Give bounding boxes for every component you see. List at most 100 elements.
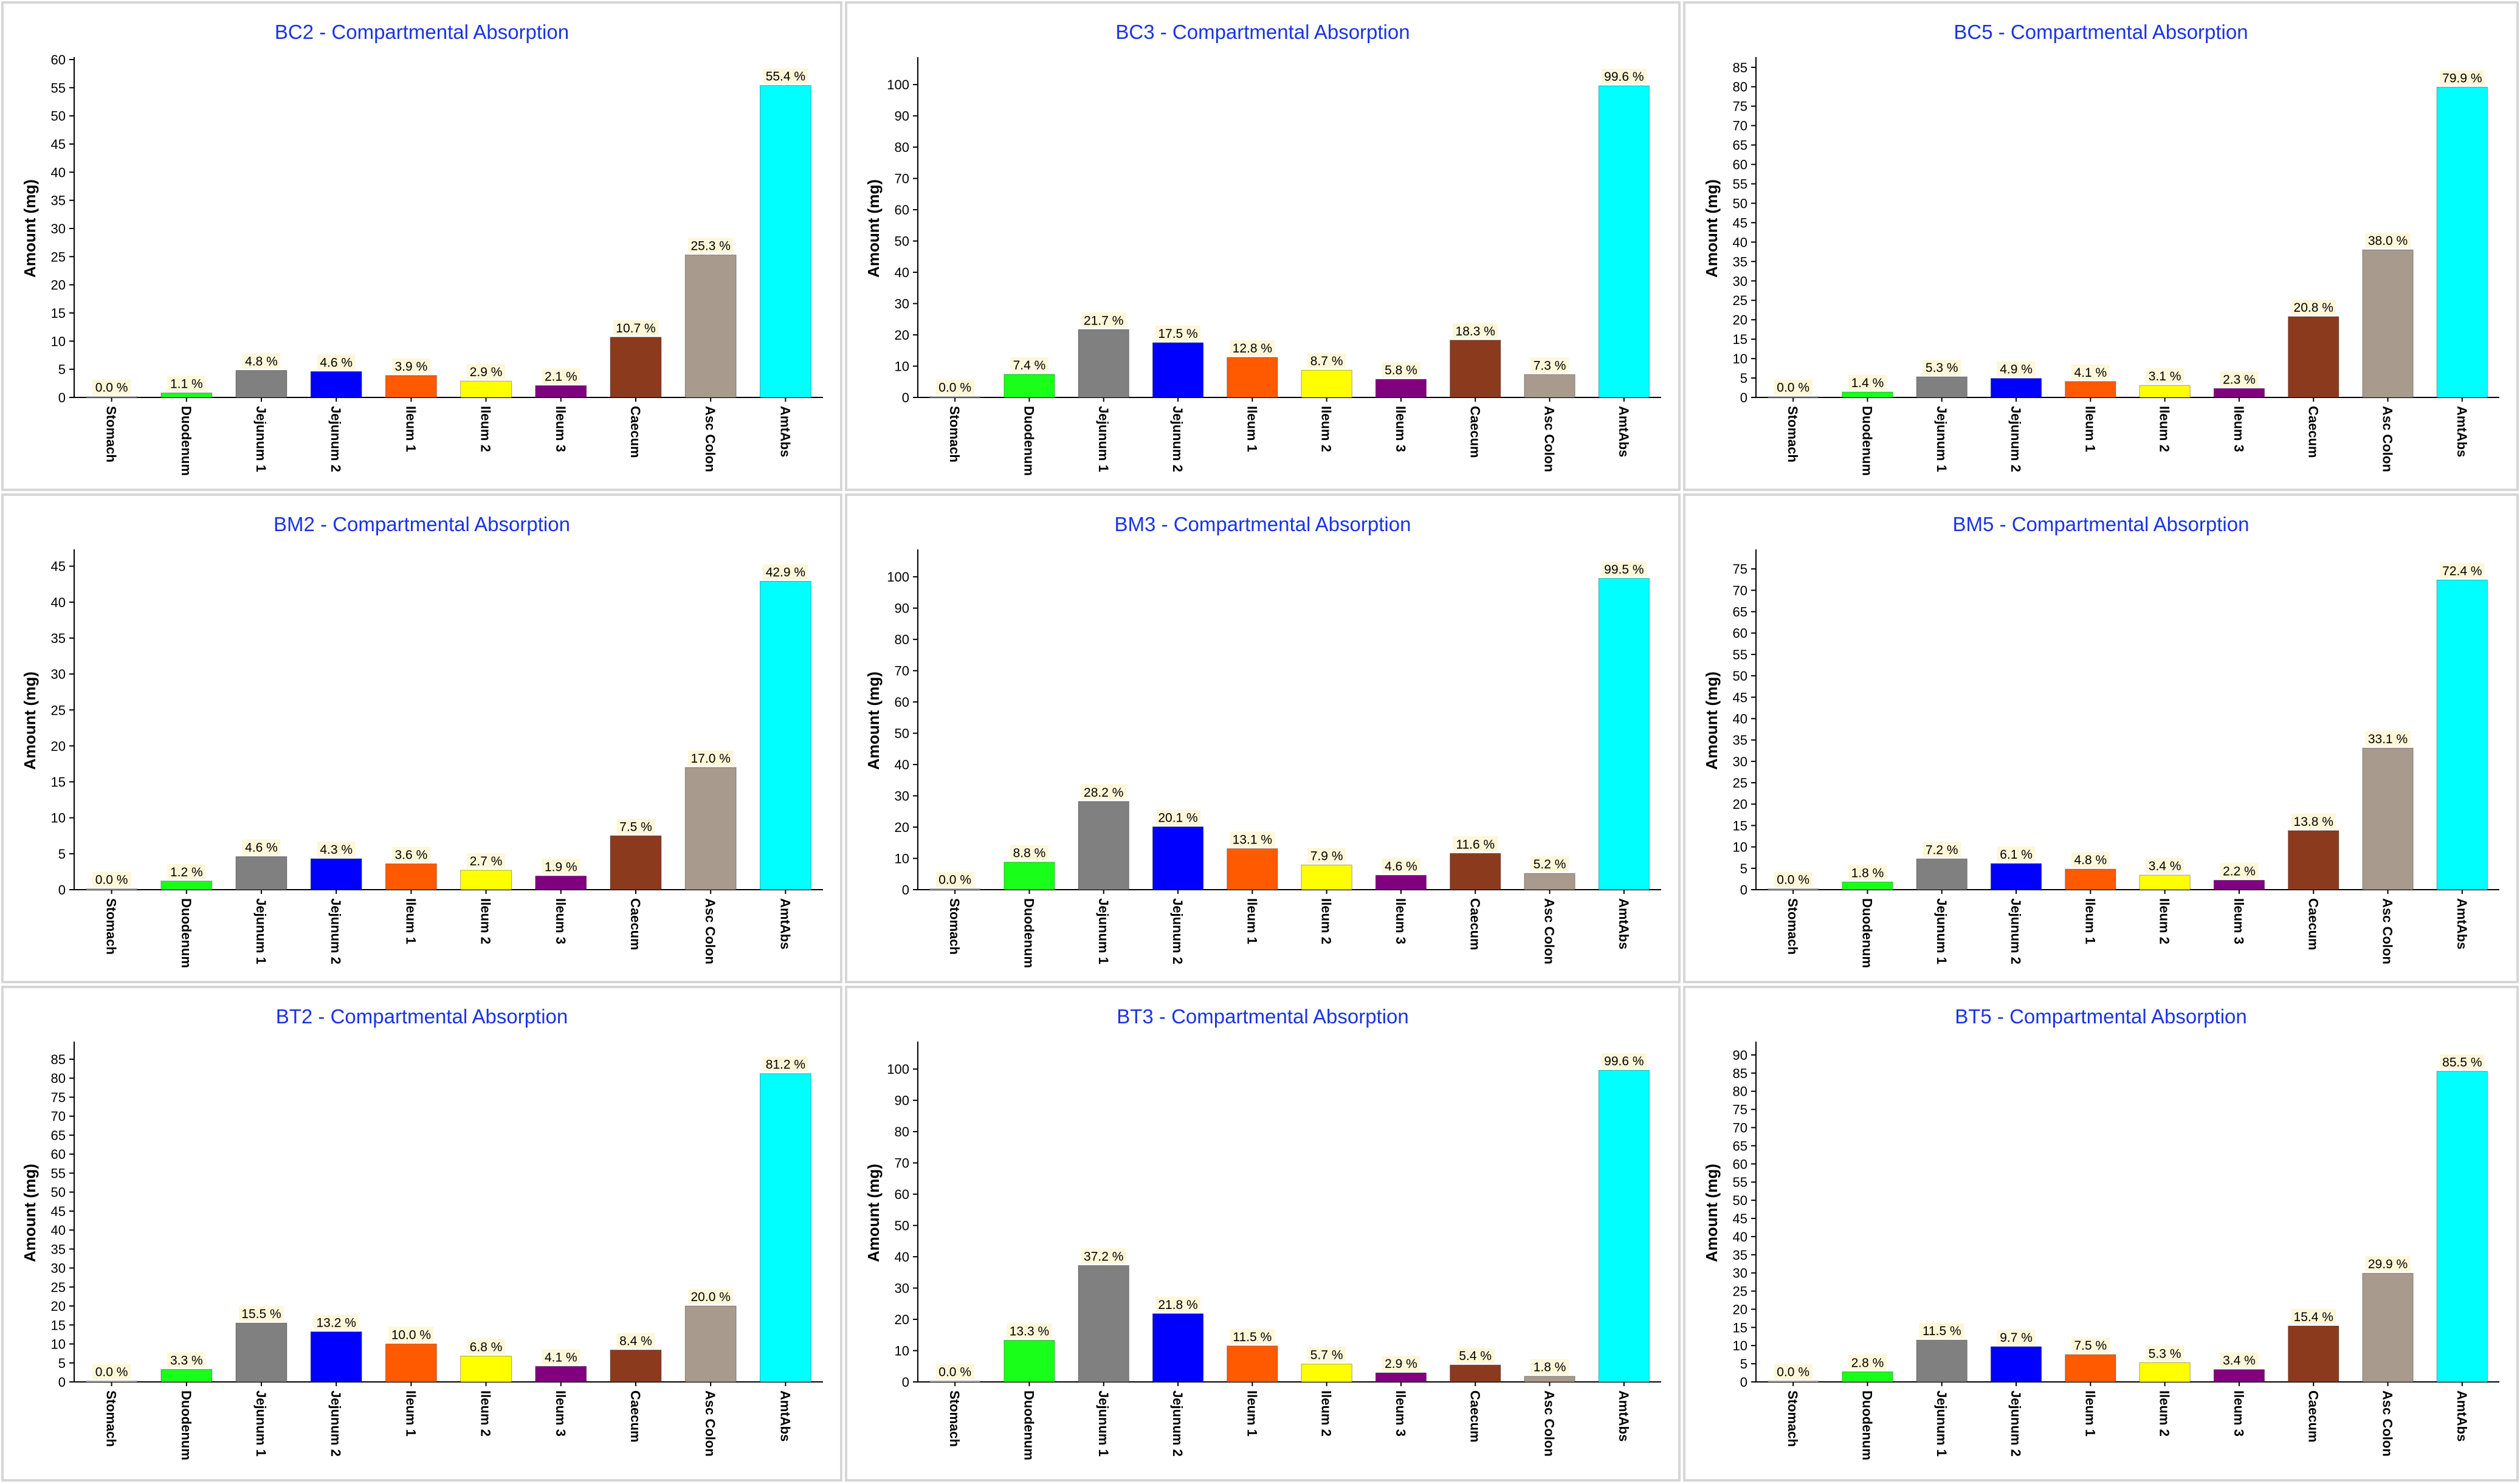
category-label: Caecum: [2305, 1390, 2321, 1443]
data-label: 21.7 %: [1084, 314, 1123, 328]
category-label: Jejunum 2: [328, 406, 343, 472]
y-tick-label: 50: [895, 234, 909, 249]
y-tick-label: 15: [1733, 332, 1747, 347]
category-label: Ileum 3: [553, 1390, 568, 1437]
data-label-bg: [2365, 1256, 2411, 1272]
y-tick-label: 85: [1733, 1066, 1747, 1081]
y-tick-label: 20: [895, 1312, 909, 1327]
chart-panel-bc5: BC5 - Compartmental Absorption Amount (mg…: [1683, 1, 2519, 491]
bar-caecum: [2288, 1325, 2339, 1383]
y-tick-label: 40: [51, 595, 66, 610]
data-label: 4.1 %: [545, 1350, 577, 1364]
category-label: Ileum 2: [2157, 898, 2172, 944]
category-label: AmtAbs: [1616, 1390, 1631, 1441]
category-label: Jejunum 1: [1096, 406, 1111, 472]
y-tick-label: 60: [51, 1147, 66, 1162]
category-label: AmtAbs: [777, 898, 793, 949]
y-tick-label: 10: [895, 851, 909, 867]
data-label-bg: [2291, 300, 2336, 315]
data-label-bg: [2146, 858, 2184, 874]
data-label: 85.5 %: [2442, 1056, 2482, 1070]
bar-ileum-1: [385, 375, 437, 398]
category-label: Caecum: [628, 898, 643, 950]
data-label: 37.2 %: [1084, 1249, 1123, 1263]
y-tick-label: 75: [1733, 1102, 1747, 1118]
y-tick-label: 30: [51, 1261, 66, 1276]
y-tick-label: 70: [1733, 583, 1747, 598]
bar-jejunum-2: [1152, 826, 1204, 890]
y-tick-label: 30: [895, 789, 909, 804]
bar-stomach: [929, 396, 981, 398]
data-label-bg: [239, 1306, 284, 1322]
y-tick-label: 20: [1733, 312, 1747, 328]
category-label: Asc Colon: [2380, 898, 2395, 964]
y-tick-label: 20: [51, 738, 66, 754]
chart-title: BM2 - Compartmental Absorption: [274, 513, 570, 535]
data-label-bg: [1848, 375, 1887, 391]
y-tick-label: 20: [1733, 797, 1747, 812]
bar-chart: Amount (mg) 0 5 10 15 20 25 30 35 40 45 0.0 % Stomac…: [21, 549, 823, 968]
bar-amtabs: [2436, 579, 2488, 890]
bar-asc-colon: [1524, 1376, 1575, 1383]
category-label: Ileum 3: [1393, 406, 1408, 452]
y-axis-label: Amount (mg): [21, 1164, 39, 1262]
data-label-bg: [1601, 1053, 1647, 1069]
category-label: Asc Colon: [703, 898, 718, 964]
category-label: Duodenum: [1021, 898, 1036, 968]
category-label: Caecum: [1467, 1390, 1482, 1443]
data-label-bg: [1230, 340, 1275, 356]
category-label: Ileum 2: [1319, 1390, 1334, 1437]
y-tick-label: 70: [895, 664, 909, 679]
bar-chart: Amount (mg) 0 5 10 15 20 25 30 35 40 45 50 55 60 65 70 7…: [21, 1042, 823, 1460]
bar-amtabs: [2436, 86, 2488, 398]
data-label-bg: [1307, 848, 1346, 864]
data-label-bg: [92, 1364, 131, 1379]
y-tick-label: 70: [1733, 1121, 1747, 1136]
category-label: Ileum 2: [478, 406, 494, 452]
y-tick-label: 20: [895, 328, 909, 343]
bar-jejunum-1: [1916, 858, 1967, 890]
category-label: Ileum 3: [1393, 898, 1408, 944]
data-label-bg: [1382, 1356, 1420, 1372]
data-label-bg: [1848, 1355, 1887, 1370]
category-label: Ileum 1: [403, 898, 418, 944]
bar-asc-colon: [684, 255, 737, 398]
category-label: Asc Colon: [2380, 406, 2395, 472]
category-label: AmtAbs: [2454, 1390, 2470, 1441]
data-label: 17.5 %: [1158, 327, 1197, 341]
data-label: 55.4 %: [766, 70, 805, 84]
y-tick-label: 30: [895, 297, 909, 312]
bar-asc-colon: [2362, 1273, 2414, 1383]
data-label-bg: [467, 853, 506, 869]
data-label: 11.5 %: [1233, 1330, 1272, 1344]
data-label: 33.1 %: [2368, 732, 2408, 746]
y-tick-label: 35: [1733, 1248, 1747, 1263]
bar-caecum: [610, 835, 662, 890]
data-label: 5.7 %: [1310, 1348, 1343, 1362]
y-tick-label: 40: [895, 757, 909, 772]
data-label: 2.9 %: [1385, 1357, 1417, 1371]
y-tick-label: 15: [51, 306, 66, 321]
y-tick-label: 45: [51, 137, 66, 152]
bar-ileum-2: [2139, 874, 2191, 890]
bar-asc-colon: [684, 767, 737, 890]
y-tick-label: 65: [1733, 138, 1747, 153]
category-label: Asc Colon: [1542, 898, 1557, 964]
data-label-bg: [1081, 1248, 1126, 1264]
category-label: Caecum: [2305, 898, 2321, 950]
y-tick-label: 10: [1733, 351, 1747, 366]
y-tick-label: 75: [51, 1090, 66, 1105]
y-tick-label: 35: [51, 1242, 66, 1257]
category-label: AmtAbs: [777, 406, 793, 457]
data-label: 10.0 %: [391, 1328, 431, 1342]
category-label: Caecum: [1467, 406, 1482, 458]
bar-ileum-1: [1227, 1345, 1278, 1383]
data-label: 11.6 %: [1456, 837, 1495, 851]
bar-jejunum-1: [235, 1322, 287, 1383]
data-label-bg: [2439, 1054, 2485, 1070]
bar-ileum-2: [2139, 385, 2191, 398]
y-tick-label: 45: [51, 559, 66, 574]
y-tick-label: 20: [51, 1299, 66, 1314]
category-label: Ileum 1: [1244, 898, 1259, 944]
y-tick-label: 0: [58, 390, 66, 405]
